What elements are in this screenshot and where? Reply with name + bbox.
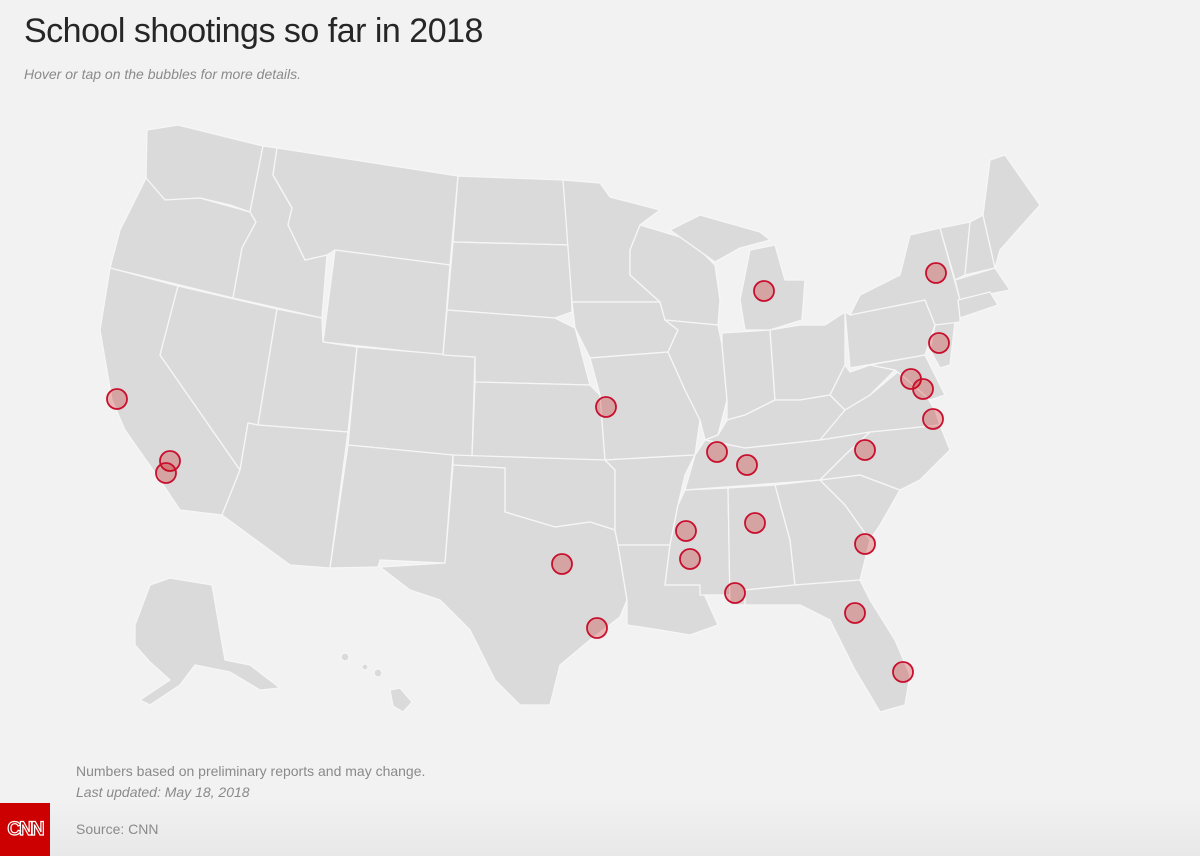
incident-bubble[interactable]: Georgia <box>854 533 876 555</box>
state-colorado <box>347 346 476 458</box>
page-title: School shootings so far in 2018 <box>24 12 483 50</box>
footer-background <box>0 796 1200 856</box>
state-maine <box>982 154 1041 269</box>
incident-bubble[interactable]: Florida <box>844 602 866 624</box>
incident-bubble[interactable]: New York <box>925 262 947 284</box>
incident-bubble[interactable]: California <box>159 450 181 472</box>
page-subtitle: Hover or tap on the bubbles for more det… <box>24 66 302 82</box>
state-new-mexico <box>329 444 454 569</box>
incident-bubble[interactable]: North Carolina <box>854 439 876 461</box>
state-hawaii-island <box>373 668 383 678</box>
source-credit: Source: CNN <box>76 821 159 837</box>
incident-bubble[interactable]: Florida <box>892 661 914 683</box>
incident-bubble[interactable]: Virginia <box>922 408 944 430</box>
incident-bubble[interactable]: Tennessee <box>736 454 758 476</box>
state-montana <box>272 147 459 266</box>
incident-bubble[interactable]: Missouri <box>595 396 617 418</box>
state-florida <box>744 579 911 713</box>
incident-bubble[interactable]: New Jersey <box>928 332 950 354</box>
state-kansas <box>471 381 606 461</box>
disclaimer-note: Numbers based on preliminary reports and… <box>76 763 426 779</box>
incident-bubble[interactable]: Texas <box>586 617 608 639</box>
incident-bubble[interactable]: Michigan <box>753 280 775 302</box>
state-south-dakota <box>446 241 573 319</box>
cnn-logo-text: CNN <box>7 818 45 840</box>
last-updated: Last updated: May 18, 2018 <box>76 784 250 800</box>
incident-bubble[interactable]: Mississippi <box>675 520 697 542</box>
cnn-logo: CNN <box>0 803 50 856</box>
state-arizona <box>221 422 349 569</box>
state-north-dakota <box>452 175 571 246</box>
incident-bubble[interactable]: Mississippi <box>679 548 701 570</box>
state-maryland <box>869 354 946 401</box>
state-hawaii <box>389 687 413 713</box>
states-layer <box>99 124 1041 713</box>
state-michigan-upper <box>669 214 771 263</box>
incident-bubble[interactable]: California <box>155 462 177 484</box>
state-alaska <box>134 577 281 706</box>
state-wyoming <box>322 249 451 356</box>
incident-bubble[interactable]: Alabama <box>744 512 766 534</box>
state-texas <box>379 464 628 706</box>
incident-bubble[interactable]: California <box>106 388 128 410</box>
incident-bubble[interactable]: Texas <box>551 553 573 575</box>
state-hawaii-island <box>340 652 350 662</box>
incident-bubble[interactable]: Alabama <box>724 582 746 604</box>
state-massachusetts <box>954 267 1011 301</box>
incident-bubble[interactable]: Kentucky <box>706 441 728 463</box>
state-hawaii-island <box>361 663 369 671</box>
state-connecticut <box>957 291 999 319</box>
incident-bubble[interactable]: Maryland <box>912 378 934 400</box>
bubbles-layer: CaliforniaCaliforniaCaliforniaMissouriTe… <box>106 262 950 683</box>
